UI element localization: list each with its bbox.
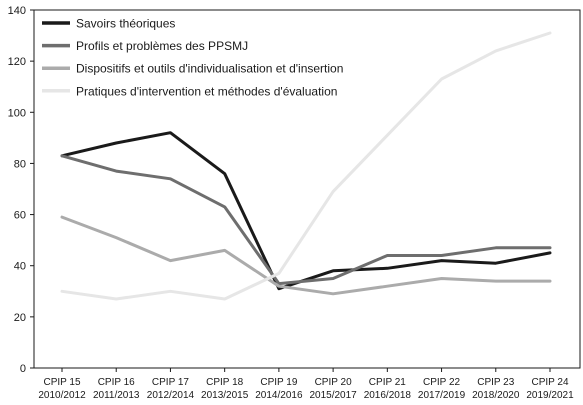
legend-label: Profils et problèmes des PPSMJ [76,39,248,53]
x-axis-ticks: CPIP 15 2010/2012 CPIP 16 2011/2013 CPIP 17 2… [38,368,574,401]
x-tick-label-years: 2017/2019 [418,390,466,401]
x-tick-label-session: CPIP 24 [531,377,568,388]
y-tick-label: 20 [14,312,26,324]
y-tick-label: 120 [8,56,26,68]
x-tick-label-years: 2012/2014 [147,390,195,401]
y-tick-label: 0 [20,363,26,375]
legend-label: Pratiques d'intervention et méthodes d'é… [76,84,337,98]
x-tick-label-years: 2011/2013 [93,390,140,401]
x-tick-label-session: CPIP 22 [423,377,460,388]
series-lines [60,31,552,301]
y-axis-ticks: 0 20 40 60 80 100 120 140 [8,5,34,375]
x-tick-label-session: CPIP 21 [369,377,406,388]
series-line-1 [60,131,552,291]
legend-label: Savoirs théoriques [76,17,175,31]
x-tick-label-years: 2019/2021 [526,390,574,401]
plot-frame [33,9,581,369]
y-tick-label: 80 [14,158,26,170]
series-line-3 [60,215,552,296]
legend-label: Dispositifs et outils d'individualisatio… [76,62,343,76]
x-tick-label-session: CPIP 16 [98,377,135,388]
x-tick-label-session: CPIP 20 [315,377,352,388]
y-tick-label: 60 [14,210,26,222]
y-tick-label: 140 [8,5,26,17]
legend: Savoirs théoriques Profils et problèmes d… [42,17,343,98]
series-line-4 [60,31,552,301]
x-tick-label-years: 2010/2012 [38,390,86,401]
x-tick-label-years: 2014/2016 [255,390,303,401]
x-tick-label-years: 2015/2017 [309,390,357,401]
x-tick-label-years: 2013/2015 [201,390,249,401]
x-tick-label-years: 2016/2018 [364,390,412,401]
axes [33,9,581,369]
y-tick-label: 40 [14,261,26,273]
x-tick-label-session: CPIP 23 [477,377,514,388]
x-tick-label-session: CPIP 15 [43,377,80,388]
series-line-2 [60,154,552,286]
x-tick-label-session: CPIP 17 [152,377,189,388]
x-tick-label-years: 2018/2020 [472,390,520,401]
x-tick-label-session: CPIP 19 [260,377,297,388]
y-tick-label: 100 [8,107,26,119]
x-tick-label-session: CPIP 18 [206,377,243,388]
